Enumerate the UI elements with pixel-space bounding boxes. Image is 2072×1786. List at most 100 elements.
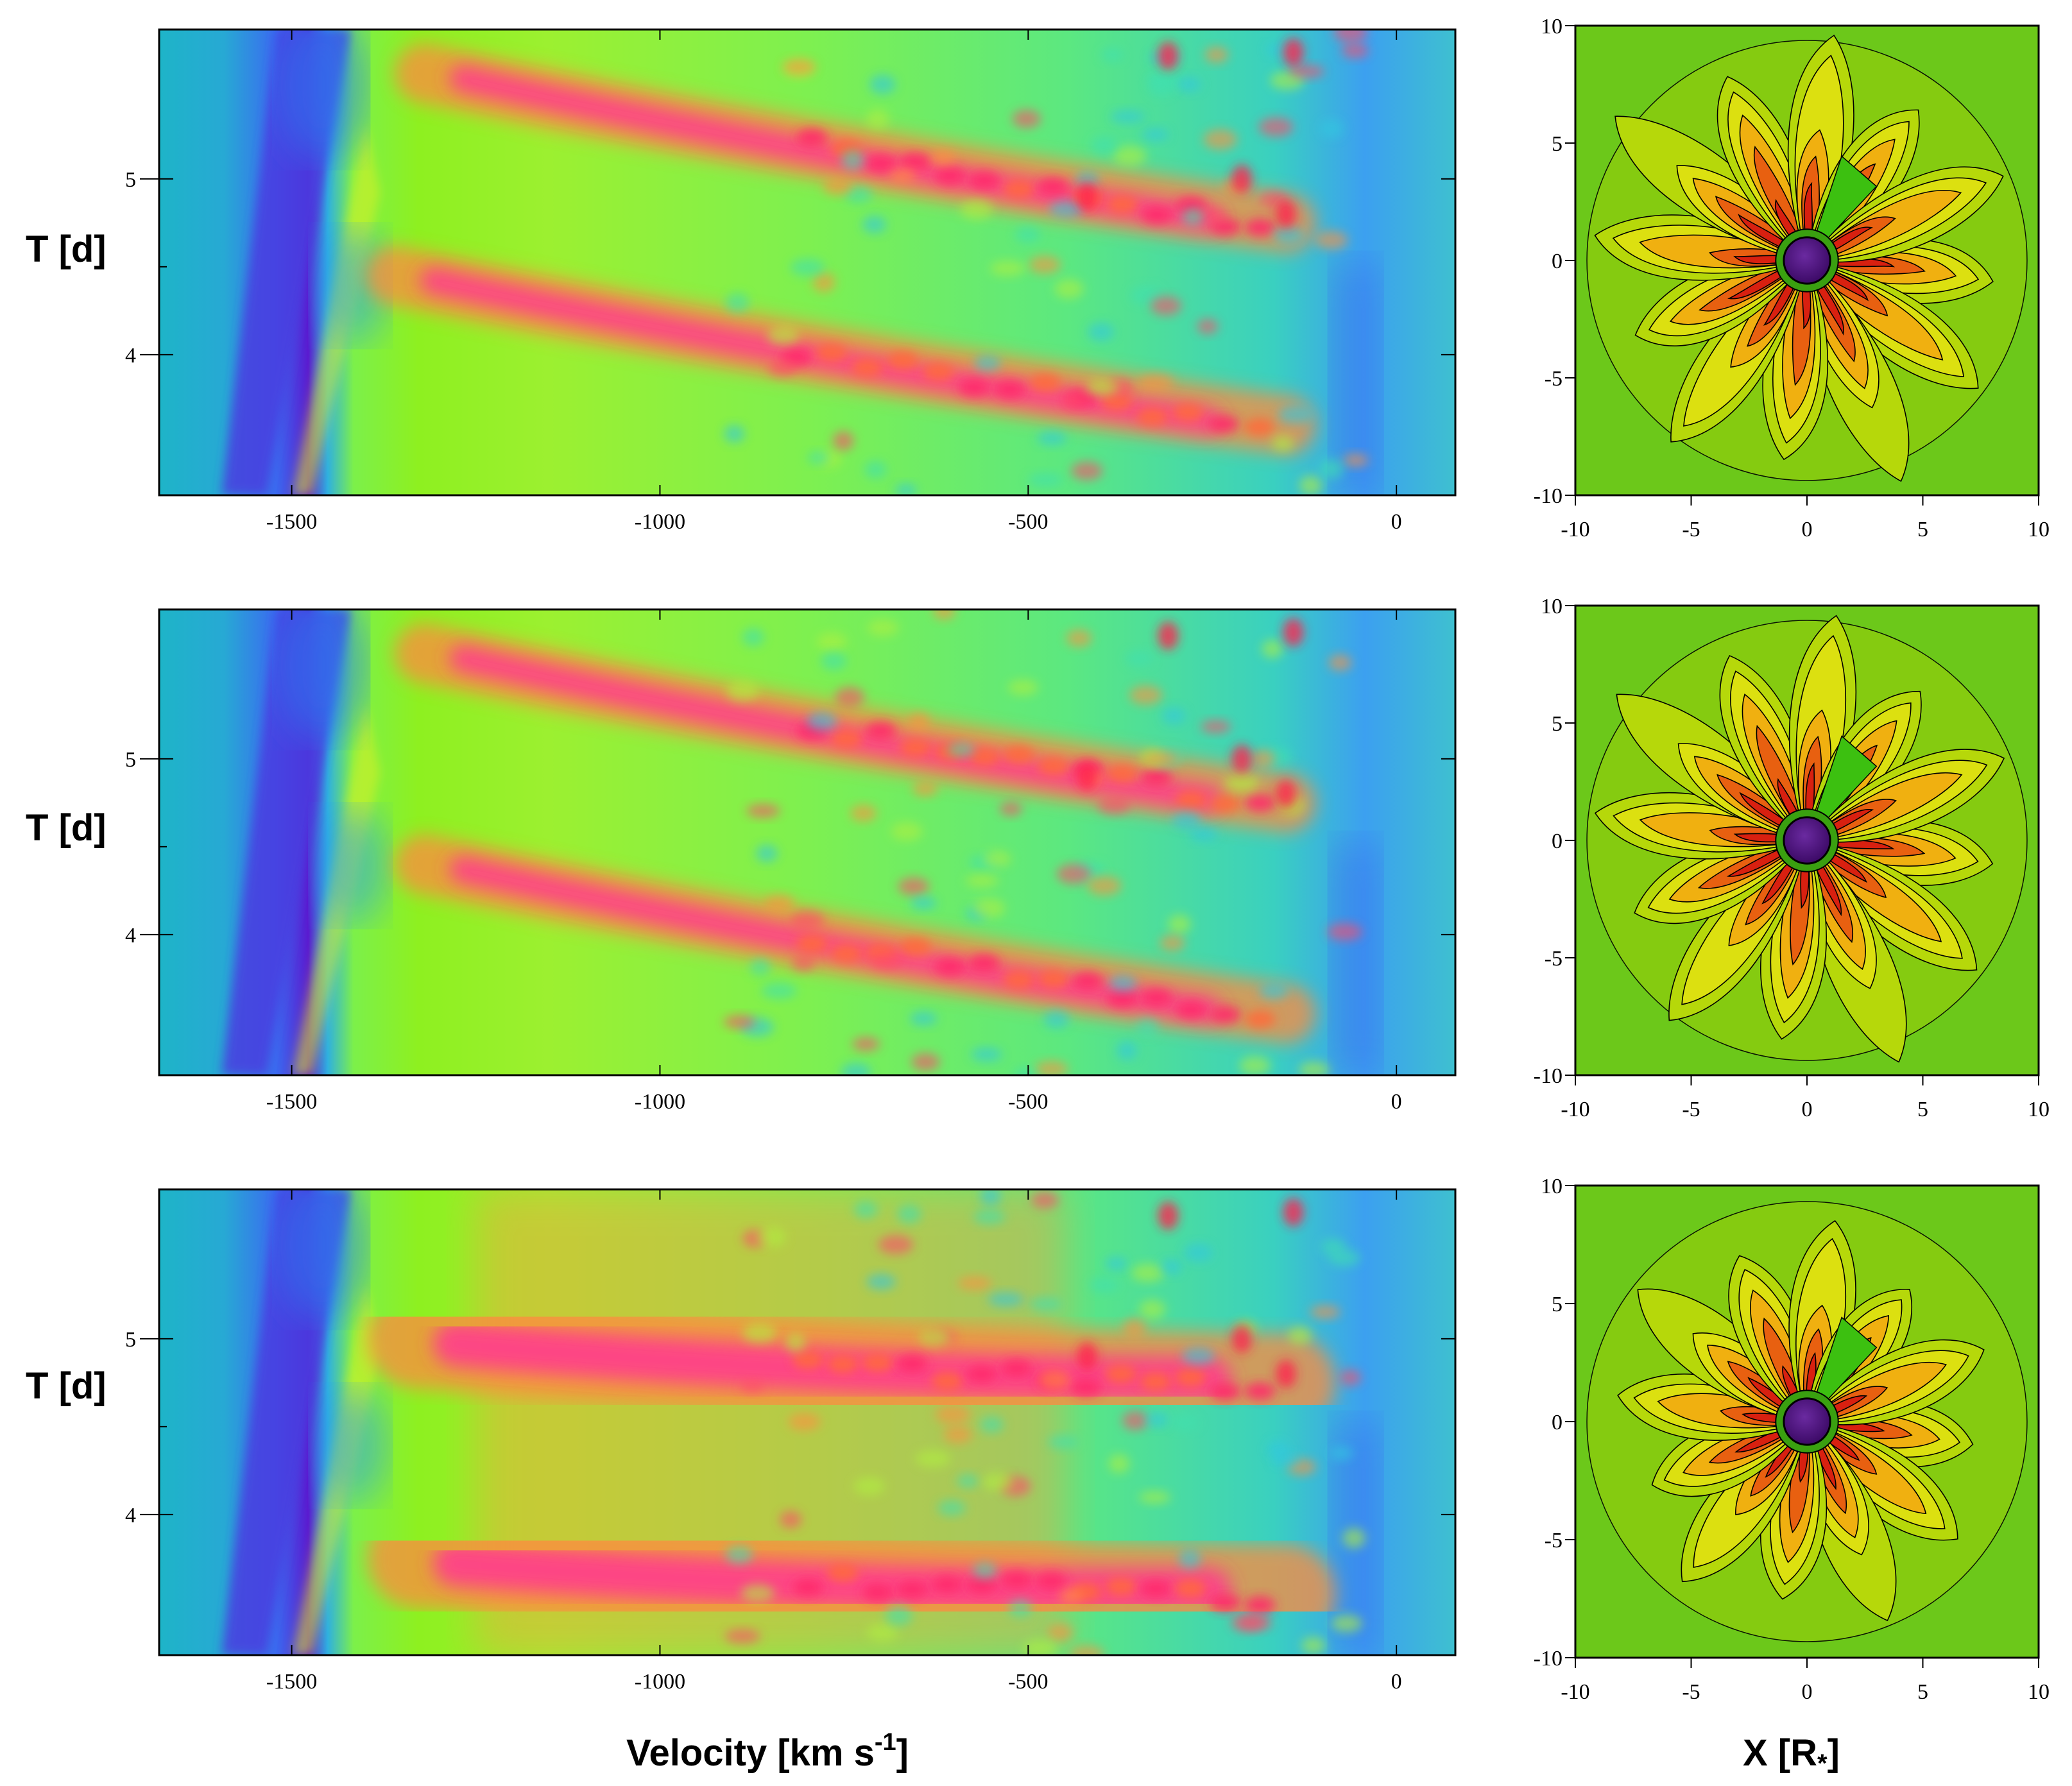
texture-blob xyxy=(1197,319,1219,334)
texture-blob xyxy=(1259,983,1289,999)
texture-blob xyxy=(1113,145,1147,166)
texture-blob xyxy=(1231,1613,1265,1632)
y-tick-label: -5 xyxy=(1545,947,1563,971)
texture-blob xyxy=(1075,171,1100,187)
dac-blob xyxy=(852,359,883,377)
xlabel-velocity-sup: -1 xyxy=(875,1729,896,1756)
xlabel-radius-main: X [R xyxy=(1743,1732,1817,1774)
xlabel-velocity-main: Velocity [km s xyxy=(626,1732,875,1774)
x-tick-label: -5 xyxy=(1682,1098,1700,1121)
x-tick-label: -500 xyxy=(1008,510,1048,534)
blue-patch xyxy=(276,1189,366,1323)
texture-blob xyxy=(1142,128,1169,142)
texture-blob xyxy=(1139,1299,1166,1320)
dac-blob xyxy=(1003,745,1034,764)
texture-blob xyxy=(973,1209,1006,1225)
x-tick-label: -10 xyxy=(1561,1680,1589,1704)
dac-blob xyxy=(969,171,1000,190)
dac-blob xyxy=(931,1575,963,1594)
texture-blob xyxy=(1251,749,1275,768)
texture-blob xyxy=(726,681,759,701)
texture-blob xyxy=(1146,1411,1169,1428)
blue-patch xyxy=(276,609,366,743)
heatmap-frame xyxy=(158,608,1457,1076)
texture-blob xyxy=(1331,1615,1362,1633)
texture-blob xyxy=(897,1204,921,1224)
spiral-arm xyxy=(1805,749,2005,843)
texture-blob xyxy=(1167,914,1191,934)
dac-blob xyxy=(1176,1001,1207,1019)
texture-blob xyxy=(1287,1326,1312,1345)
texture-blob xyxy=(866,1623,899,1642)
texture-blob xyxy=(853,1200,878,1219)
texture-blob xyxy=(862,216,887,234)
dac-blob xyxy=(1244,794,1276,812)
x-tick-label: -500 xyxy=(1008,1670,1048,1694)
texture-blob xyxy=(878,1235,914,1255)
x-tick-label: 5 xyxy=(1917,1098,1928,1121)
texture-blob xyxy=(1143,752,1179,765)
dac-blob xyxy=(896,1580,928,1599)
dac-blob xyxy=(865,154,896,173)
texture-blob xyxy=(767,326,800,345)
blue-patch xyxy=(312,808,390,924)
hot-spot xyxy=(1276,200,1297,228)
dac-blob xyxy=(1106,195,1138,214)
texture-blob xyxy=(1029,255,1061,274)
x-tick-label: -1000 xyxy=(635,1090,685,1114)
texture-blob xyxy=(1135,1017,1160,1037)
dac-blob xyxy=(1136,407,1168,426)
texture-blob xyxy=(957,1276,992,1290)
hot-spot xyxy=(1276,1359,1297,1388)
hot-spot xyxy=(1231,744,1253,773)
texture-blob xyxy=(988,1292,1024,1307)
dac-blob xyxy=(1210,795,1242,813)
texture-blob xyxy=(1161,707,1186,725)
dac-blob xyxy=(1244,218,1276,237)
blue-patch xyxy=(276,30,366,163)
contour-body-0 xyxy=(1575,26,2039,495)
dac-blob xyxy=(827,1563,859,1582)
texture-blob xyxy=(1122,1318,1146,1338)
dac-blob xyxy=(958,378,989,397)
texture-blob xyxy=(1029,1297,1063,1311)
heatmap-panel-2: -1500 -1000 -500 0 4 5 xyxy=(125,1188,1457,1694)
texture-blob xyxy=(785,1333,806,1352)
texture-blob xyxy=(761,982,797,999)
texture-blob xyxy=(1039,1370,1070,1390)
texture-blob xyxy=(767,360,798,377)
texture-blob xyxy=(1110,110,1145,124)
dac-blob xyxy=(923,362,954,381)
dac-blob xyxy=(827,1355,859,1374)
y-tick-label: 5 xyxy=(125,1328,136,1352)
texture-blob xyxy=(1058,1588,1083,1604)
texture-blob xyxy=(1138,1491,1171,1504)
texture-blob xyxy=(746,804,780,818)
dac-blob xyxy=(1175,1579,1206,1598)
dac-blob xyxy=(792,1578,824,1597)
dac-blob xyxy=(862,1583,893,1602)
dac-blob xyxy=(934,957,966,976)
dac-blob xyxy=(1208,415,1239,434)
star-disk xyxy=(1783,236,1831,285)
hot-spot xyxy=(1231,1324,1253,1353)
hot-spot xyxy=(1158,622,1179,651)
dac-blob xyxy=(1106,764,1138,783)
texture-blob xyxy=(1122,1411,1149,1431)
texture-blob xyxy=(898,877,929,896)
texture-blob xyxy=(852,1037,880,1051)
texture-blob xyxy=(1125,650,1153,667)
texture-blob xyxy=(1151,296,1181,316)
dac-blob xyxy=(966,1365,998,1383)
texture-blob xyxy=(807,711,837,731)
texture-blob xyxy=(912,781,938,797)
texture-blob xyxy=(1097,797,1131,815)
x-tick-label: -10 xyxy=(1561,518,1589,541)
x-tick-label: -1000 xyxy=(635,1670,685,1694)
texture-blob xyxy=(1109,974,1137,991)
texture-blob xyxy=(1328,654,1352,671)
texture-blob xyxy=(935,1404,971,1424)
dac-blob xyxy=(1105,1365,1136,1383)
xlabel-velocity-end: ] xyxy=(896,1732,909,1774)
dac-blob xyxy=(934,167,966,185)
